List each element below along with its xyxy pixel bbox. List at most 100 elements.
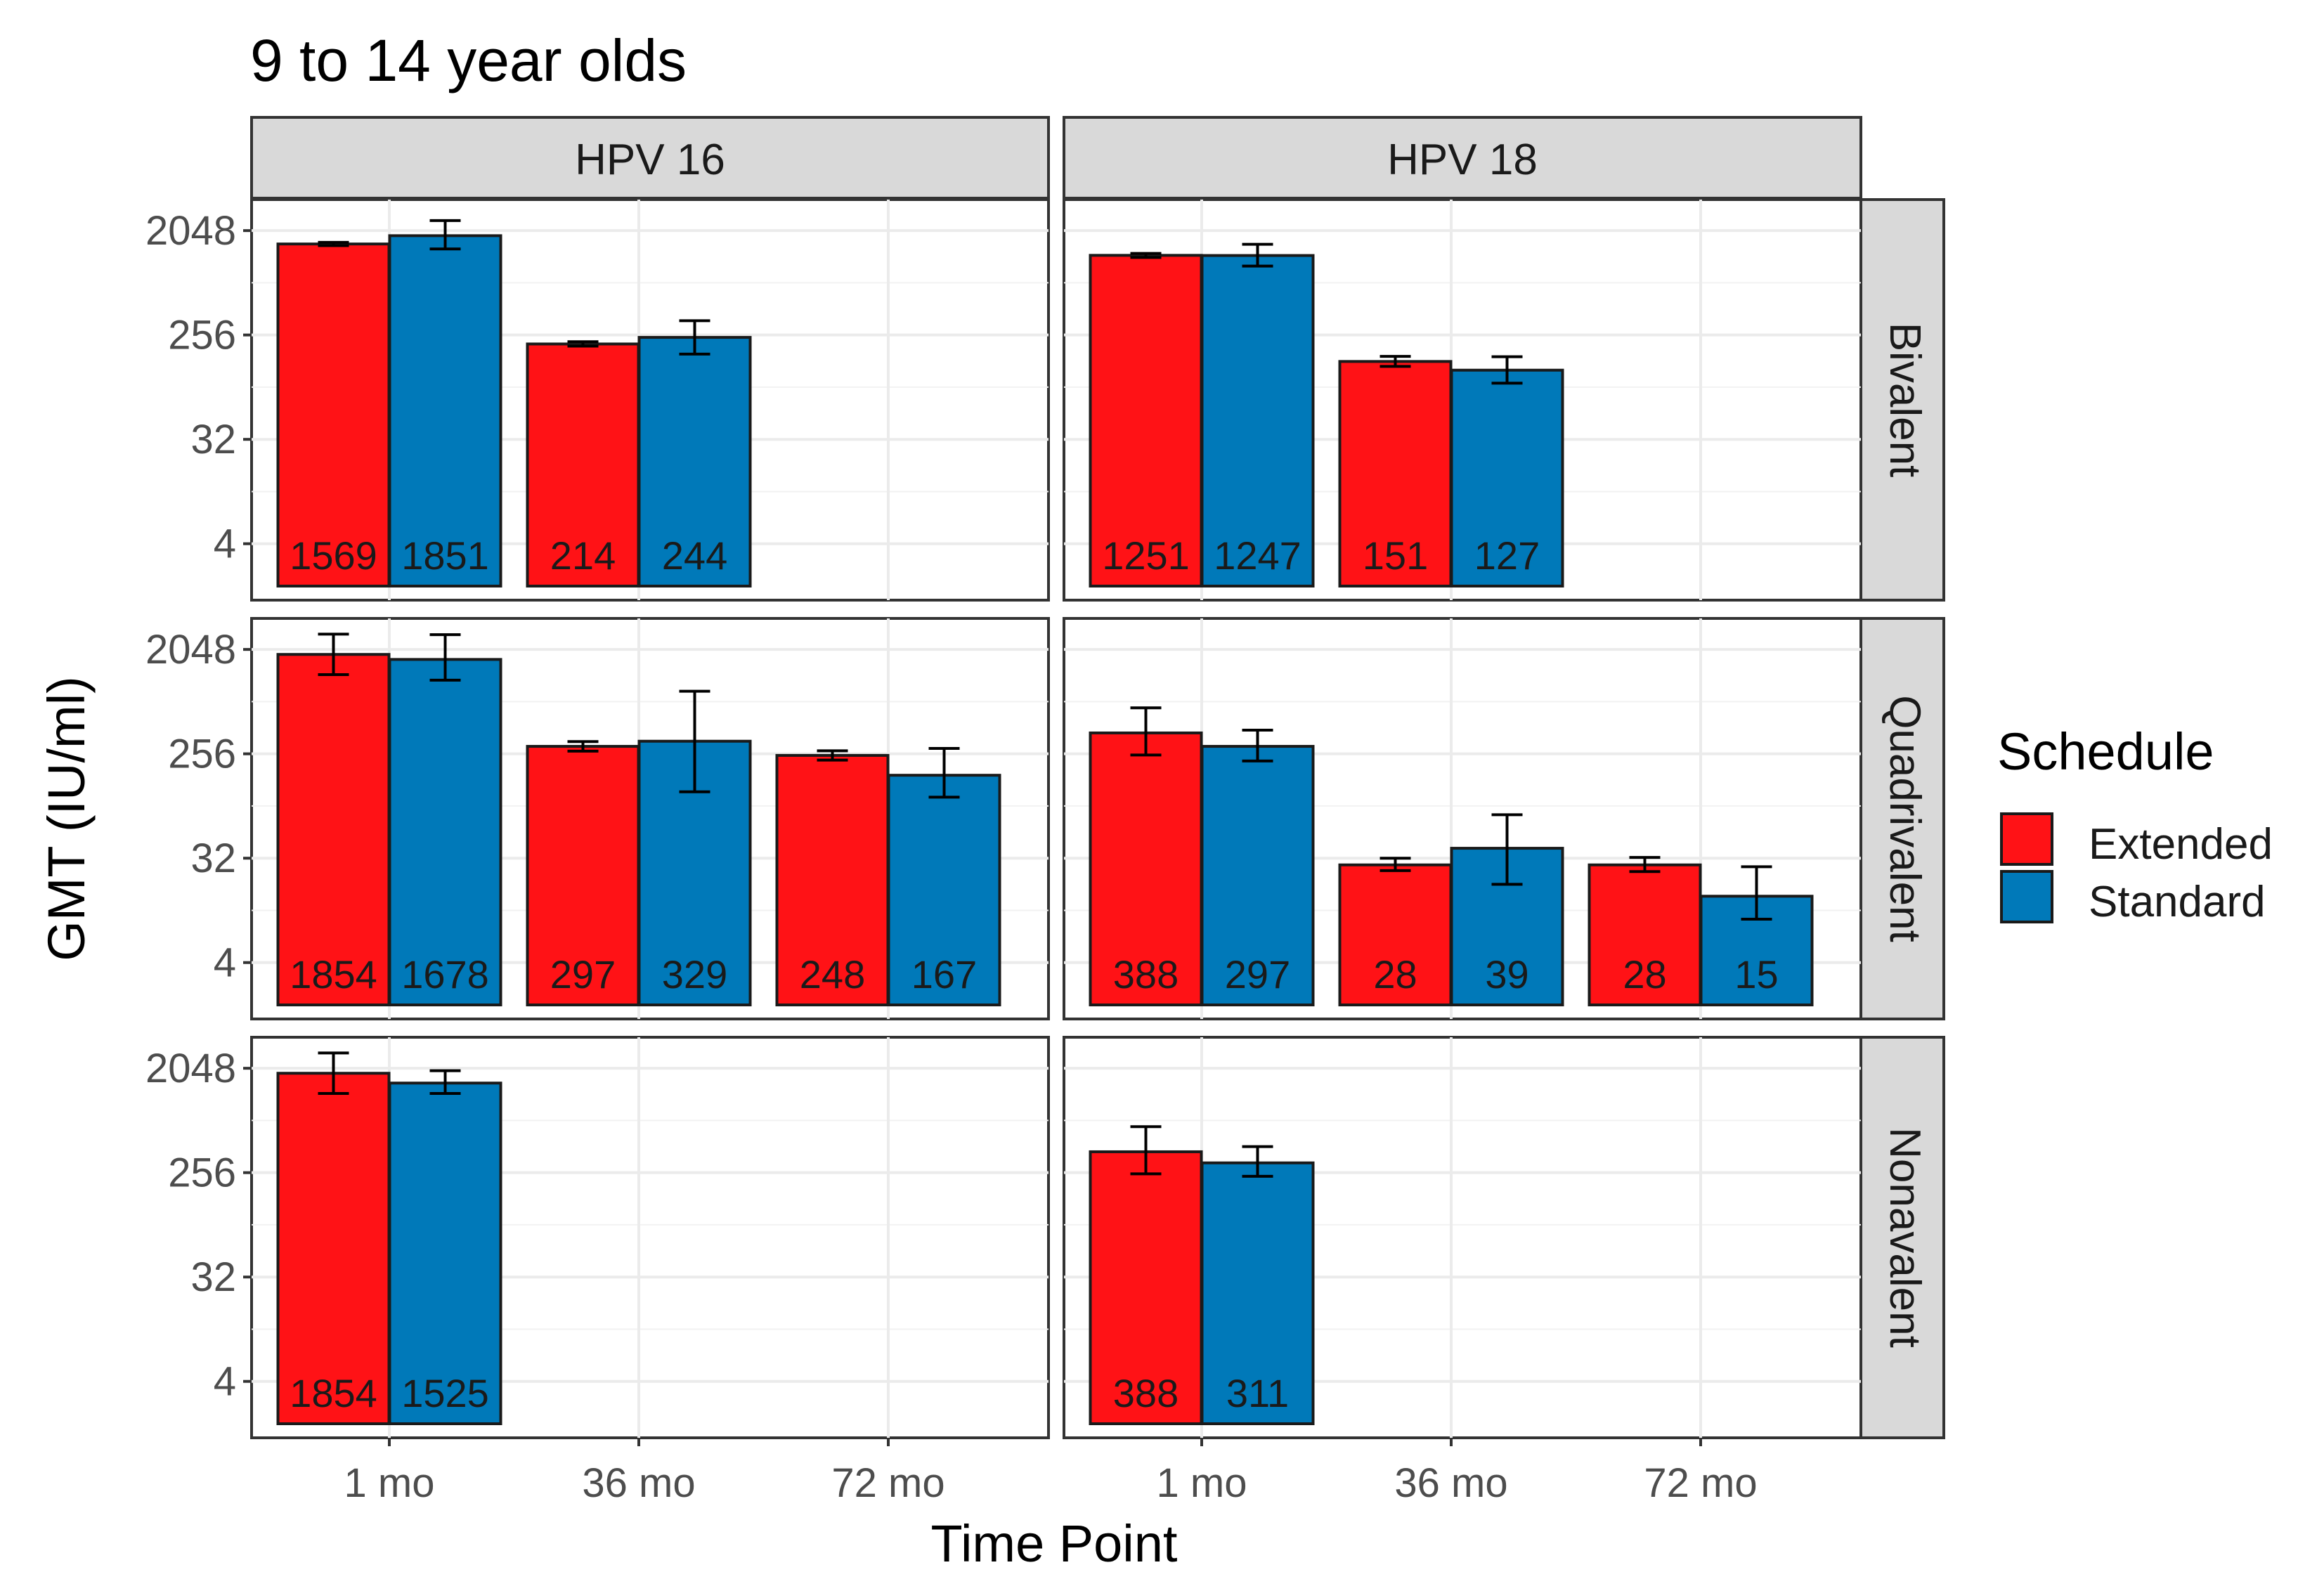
error-bar-1mo-standard — [1242, 1145, 1273, 1178]
error-bar-1mo-extended — [1130, 706, 1162, 757]
count-label-36mo-standard: 329 — [662, 952, 727, 996]
legend-swatch-extended — [2000, 812, 2053, 866]
bar-72mo-extended — [1588, 863, 1702, 1006]
chart-title: 9 to 14 year olds — [250, 27, 687, 93]
count-label-36mo-extended: 214 — [550, 533, 616, 578]
strip-label-hpv16: HPV 16 — [575, 136, 725, 184]
error-bar-36mo-extended — [567, 340, 599, 348]
strip-hpv16: HPV 16 — [250, 116, 1050, 200]
y-tick-label: 4 — [214, 1359, 236, 1405]
strip-bivalent: Bivalent — [1859, 198, 1945, 602]
error-bar-72mo-extended — [1629, 856, 1661, 874]
strip-quadrivalent: Quadrivalent — [1859, 617, 1945, 1020]
error-bar-36mo-standard — [1491, 355, 1523, 385]
x-tick-label: 1 mo — [344, 1460, 435, 1506]
panel-hpv16-bivalent: 1569 1851 214 244 — [250, 198, 1050, 602]
strip-hpv18: HPV 18 — [1063, 116, 1862, 200]
y-tick-label: 32 — [190, 1254, 236, 1300]
y-axis-title: GMT (IU/ml) — [37, 676, 96, 961]
error-bar-1mo-extended — [318, 632, 349, 676]
error-bar-36mo-standard — [679, 319, 710, 356]
count-label-1mo-standard: 297 — [1225, 952, 1290, 996]
error-bar-1mo-extended — [318, 240, 349, 247]
x-tick-label: 1 mo — [1157, 1460, 1247, 1506]
error-bar-1mo-standard — [1242, 729, 1273, 762]
count-label-1mo-extended: 1854 — [290, 952, 377, 996]
y-tick-label: 32 — [190, 836, 236, 881]
x-tick-label: 36 mo — [1394, 1460, 1507, 1506]
y-tick-label: 4 — [214, 940, 236, 986]
bar-1mo-extended — [1089, 731, 1203, 1007]
y-tick-label: 256 — [168, 1150, 236, 1196]
bar-36mo-extended — [526, 342, 640, 587]
count-label-1mo-standard: 1851 — [401, 533, 489, 578]
count-label-1mo-extended: 388 — [1113, 952, 1179, 996]
count-label-1mo-extended: 1251 — [1102, 533, 1190, 578]
count-label-1mo-standard: 1247 — [1214, 533, 1301, 578]
error-bar-1mo-extended — [1130, 1125, 1162, 1176]
panel-hpv18-quadrivalent: 388 297 28 39 28 15 — [1063, 617, 1862, 1020]
legend-title: Schedule — [1997, 722, 2214, 781]
count-label-36mo-standard: 244 — [662, 533, 727, 578]
error-bar-1mo-extended — [318, 1051, 349, 1095]
strip-nonavalent: Nonavalent — [1859, 1036, 1945, 1439]
bar-1mo-extended — [276, 653, 391, 1006]
legend-label-standard: Standard — [2089, 878, 2266, 926]
error-bar-1mo-extended — [1130, 252, 1162, 259]
error-bar-72mo-extended — [817, 749, 848, 762]
count-label-1mo-standard: 311 — [1226, 1371, 1289, 1415]
error-bar-1mo-standard — [1242, 242, 1273, 268]
strip-label-nonavalent: Nonavalent — [1881, 1127, 1929, 1348]
bar-1mo-standard — [1200, 745, 1315, 1006]
count-label-36mo-extended: 28 — [1373, 952, 1417, 996]
count-label-36mo-standard: 39 — [1485, 952, 1528, 996]
error-bar-72mo-standard — [928, 747, 960, 799]
error-bar-36mo-extended — [1380, 355, 1411, 368]
strip-label-bivalent: Bivalent — [1881, 323, 1929, 478]
error-bar-36mo-extended — [1380, 857, 1411, 872]
legend: Schedule Extended Standard — [1997, 722, 2273, 926]
bar-72mo-standard — [887, 774, 1001, 1007]
x-tick-label: 72 mo — [1644, 1460, 1757, 1506]
y-tick-label: 32 — [190, 417, 236, 462]
count-label-72mo-standard: 15 — [1734, 952, 1778, 996]
bar-1mo-standard — [1200, 1161, 1315, 1425]
count-label-1mo-standard: 1525 — [401, 1371, 489, 1415]
bar-36mo-standard — [637, 336, 752, 587]
count-label-1mo-standard: 1678 — [401, 952, 489, 996]
x-axis-title: Time Point — [931, 1514, 1178, 1573]
strip-label-hpv18: HPV 18 — [1387, 136, 1538, 184]
error-bar-1mo-standard — [429, 633, 461, 682]
y-tick-label: 4 — [214, 521, 236, 567]
count-label-36mo-extended: 297 — [550, 952, 616, 996]
count-label-1mo-extended: 388 — [1113, 1371, 1179, 1415]
count-label-1mo-extended: 1854 — [290, 1371, 377, 1415]
count-label-72mo-extended: 248 — [800, 952, 865, 996]
bar-72mo-extended — [775, 753, 890, 1006]
x-tick-label: 36 mo — [582, 1460, 695, 1506]
panel-hpv16-nonavalent: 1854 1525 — [250, 1036, 1050, 1439]
bar-36mo-extended — [1338, 863, 1453, 1006]
bar-36mo-extended — [526, 745, 640, 1006]
y-tick-label: 2048 — [145, 1046, 236, 1091]
x-tick-label: 72 mo — [831, 1460, 944, 1506]
y-tick-label: 2048 — [145, 208, 236, 254]
bar-1mo-standard — [388, 234, 502, 587]
error-bar-36mo-extended — [567, 740, 599, 753]
error-bar-72mo-standard — [1741, 865, 1772, 921]
panel-hpv18-bivalent: 1251 1247 151 127 — [1063, 198, 1862, 602]
bar-1mo-extended — [276, 242, 391, 587]
panels: 1569 1851 214 244 4 32 256 2048 1251 1247 151 127 18… — [145, 198, 1862, 1506]
y-tick-label: 256 — [168, 732, 236, 777]
bar-1mo-standard — [388, 1082, 502, 1425]
count-label-36mo-extended: 151 — [1363, 533, 1428, 578]
strip-label-quadrivalent: Quadrivalent — [1881, 695, 1929, 942]
legend-swatch-standard — [2000, 870, 2053, 923]
error-bar-1mo-standard — [429, 1069, 461, 1095]
count-label-72mo-extended: 28 — [1623, 952, 1666, 996]
panel-hpv16-quadrivalent: 1854 1678 297 329 248 167 — [250, 617, 1050, 1020]
error-bar-36mo-standard — [1491, 813, 1523, 886]
y-tick-label: 256 — [168, 313, 236, 358]
panel-hpv18-nonavalent: 388 311 — [1063, 1036, 1862, 1439]
